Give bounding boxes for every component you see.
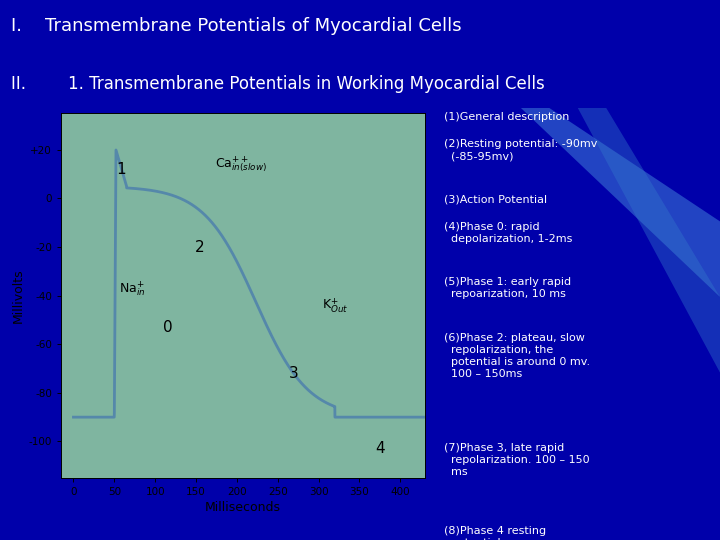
Text: 4: 4 [375,441,384,456]
Text: Na$^{+}_{in}$: Na$^{+}_{in}$ [119,279,145,298]
Text: (2)Resting potential: -90mv
  (-85-95mv): (2)Resting potential: -90mv (-85-95mv) [444,139,598,161]
Text: II.        1. Transmembrane Potentials in Working Myocardial Cells: II. 1. Transmembrane Potentials in Worki… [11,75,544,93]
Polygon shape [521,108,720,297]
Text: 3: 3 [289,366,299,381]
Text: I.    Transmembrane Potentials of Myocardial Cells: I. Transmembrane Potentials of Myocardia… [11,17,462,35]
Text: (5)Phase 1: early rapid
  repoarization, 10 ms: (5)Phase 1: early rapid repoarization, 1… [444,278,571,300]
Text: (8)Phase 4 resting
  potentials: (8)Phase 4 resting potentials [444,526,546,540]
X-axis label: Milliseconds: Milliseconds [205,501,281,514]
Polygon shape [577,108,720,373]
Text: Ca$^{++}_{in (slow)}$: Ca$^{++}_{in (slow)}$ [215,154,267,174]
Y-axis label: Millivolts: Millivolts [12,268,24,323]
Text: (7)Phase 3, late rapid
  repolarization. 100 – 150
  ms: (7)Phase 3, late rapid repolarization. 1… [444,443,590,477]
Text: K$^{+}_{Out}$: K$^{+}_{Out}$ [322,296,348,315]
Text: (1)General description: (1)General description [444,112,570,122]
Text: 1: 1 [116,162,126,177]
Text: (4)Phase 0: rapid
  depolarization, 1-2ms: (4)Phase 0: rapid depolarization, 1-2ms [444,222,572,244]
Text: 2: 2 [195,240,205,254]
Text: (6)Phase 2: plateau, slow
  repolarization, the
  potential is around 0 mv.
  10: (6)Phase 2: plateau, slow repolarization… [444,333,590,379]
Text: 0: 0 [163,320,172,335]
Text: (3)Action Potential: (3)Action Potential [444,194,547,205]
